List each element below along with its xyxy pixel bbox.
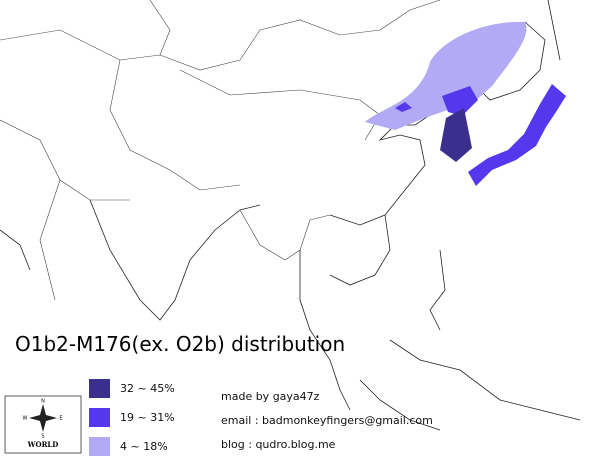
legend-label: 32 ~ 45% [120,382,175,395]
region-low [365,21,527,130]
credit-line: email : badmonkeyfingers@gmail.com [221,414,433,427]
compass: N S W E WORLD [4,395,82,454]
map-title: O1b2-M176(ex. O2b) distribution [15,332,345,356]
region-medium [442,86,478,116]
legend-label: 4 ~ 18% [120,440,168,453]
region-high [440,108,472,162]
legend-swatch [89,437,110,456]
legend-swatch [89,408,110,427]
legend-swatch [89,379,110,398]
compass-rose [29,404,57,432]
compass-w: W [23,416,28,422]
credits: made by gaya47z email : badmonkeyfingers@… [221,390,433,451]
region-medium [468,84,566,186]
credit-line: made by gaya47z [221,390,320,403]
base-map [0,0,581,431]
region-medium [395,102,412,112]
compass-label: WORLD [27,440,59,449]
legend: 32 ~ 45% 19 ~ 31% 4 ~ 18% [89,379,175,456]
compass-e: E [59,416,62,422]
credit-line: blog : qudro.blog.me [221,438,336,451]
compass-s: S [41,434,44,440]
legend-label: 19 ~ 31% [120,411,175,424]
compass-n: N [41,399,45,405]
